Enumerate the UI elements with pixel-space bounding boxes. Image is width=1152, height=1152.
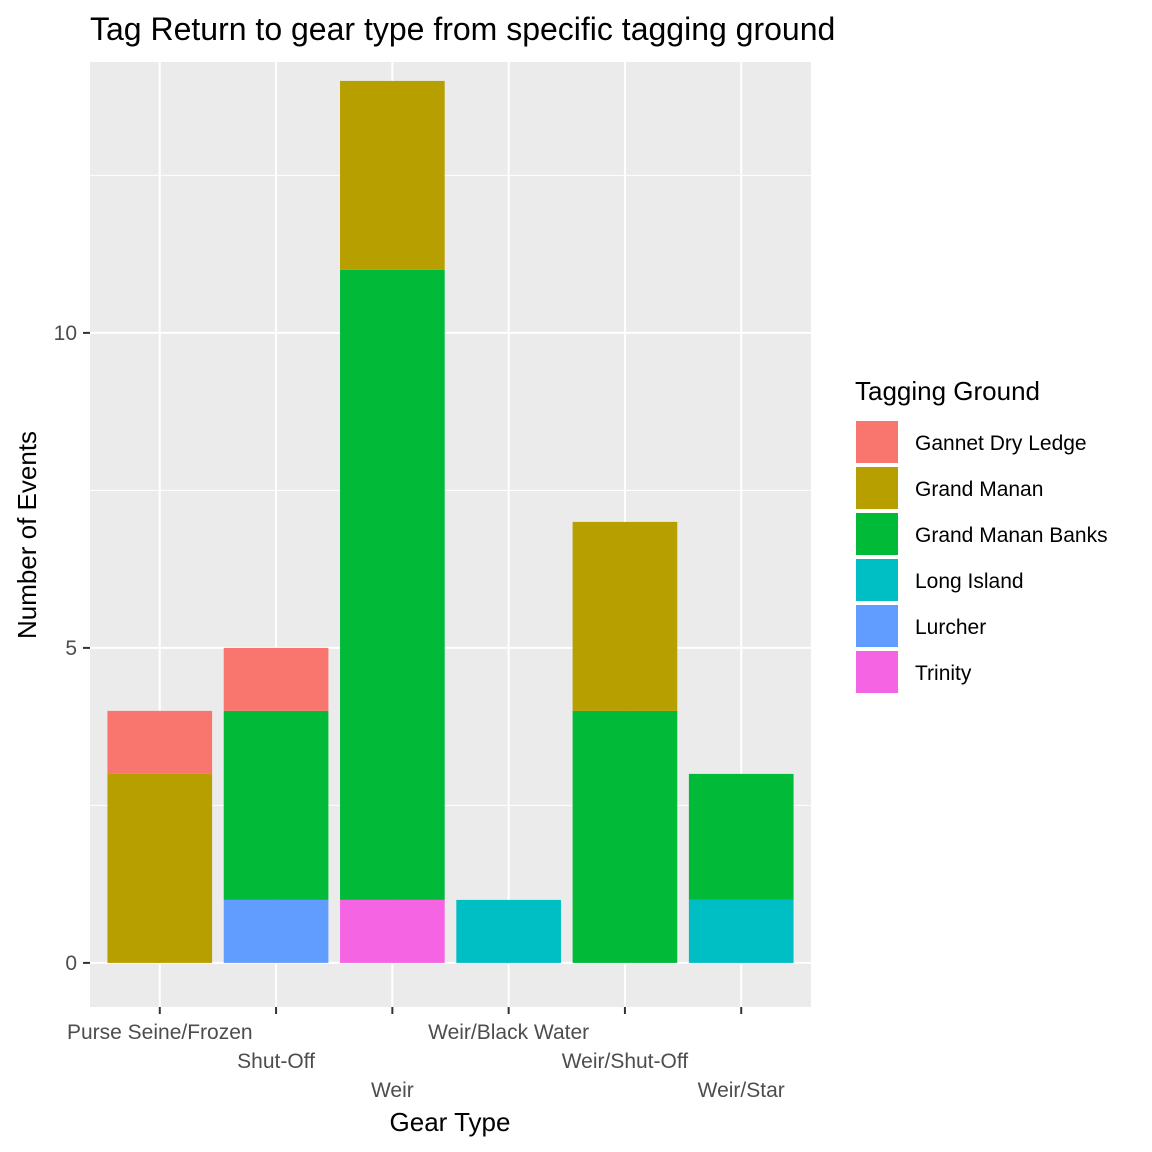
bar-segment [107,710,213,774]
legend-label: Grand Manan Banks [915,524,1108,547]
x-tick-label: Weir/Black Water [428,1021,589,1044]
bars [107,80,794,963]
legend-key [854,557,900,603]
bar-segment [223,647,329,711]
legend-label: Long Island [915,570,1024,593]
x-axis-title: Gear Type [390,1107,511,1137]
legend-label: Trinity [915,662,972,685]
bar-segment [572,710,678,963]
bar-segment [688,899,794,963]
legend-key [854,511,900,557]
legend-key [854,419,900,465]
y-axis-title: Number of Events [12,431,42,639]
bar-segment [340,80,445,270]
bar-segment [223,899,329,963]
bar-segment [688,773,794,900]
y-tick-label: 5 [65,637,77,660]
legend-key [854,649,900,695]
legend-label: Gannet Dry Ledge [915,432,1087,455]
x-tick-label: Weir/Star [698,1079,785,1102]
bar-segment [572,521,678,711]
y-tick-label: 0 [65,952,77,975]
bar-segment [223,710,329,900]
y-tick-label: 10 [54,322,77,345]
x-tick-label: Weir [371,1079,414,1102]
x-axis: Purse Seine/Frozen Shut-Off Weir Weir/Black… [67,1007,785,1102]
legend-key [854,465,900,511]
bar-segment [340,899,445,963]
legend: Tagging Ground Gannet Dry Ledge Grand Man… [854,376,1108,695]
legend-key [854,603,900,649]
bar-segment [456,899,561,963]
x-tick-label: Weir/Shut-Off [562,1050,689,1073]
y-axis: 0 5 10 [54,322,90,975]
legend-title: Tagging Ground [855,376,1040,406]
x-tick-label: Shut-Off [237,1050,315,1073]
bar-segment [340,269,445,900]
bar-segment [107,773,213,963]
chart-title: Tag Return to gear type from specific ta… [90,11,835,47]
legend-label: Lurcher [915,616,986,639]
x-tick-label: Purse Seine/Frozen [67,1021,253,1044]
legend-label: Grand Manan [915,478,1043,501]
